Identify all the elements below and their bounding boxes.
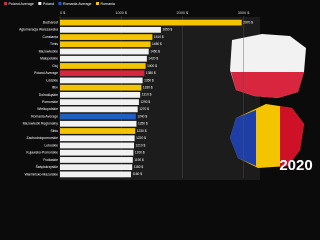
y-tick-label: Mazowiecki Regionalny: [23, 122, 59, 126]
bar: [60, 48, 149, 55]
bar: [60, 142, 135, 149]
y-tick-label: Poland Average: [34, 71, 58, 75]
value-label: 1190 $: [134, 158, 144, 162]
map-romania: [230, 104, 304, 168]
value-label: 1480 $: [152, 42, 162, 46]
legend-swatch: [96, 2, 100, 5]
bar: [60, 41, 151, 48]
value-label: 1200 $: [135, 151, 145, 155]
y-tick-label: Mazowieckie: [39, 49, 59, 53]
bar: [60, 157, 133, 163]
bar: [60, 149, 134, 156]
y-tick-label: Dolnośląskie: [39, 93, 58, 97]
value-label: 2970 $: [243, 20, 253, 24]
bar: [60, 63, 146, 69]
y-tick-label: Cluj: [52, 64, 58, 68]
value-label: 1290 $: [140, 100, 150, 104]
value-label: 1220 $: [136, 136, 146, 140]
bar: [60, 120, 137, 127]
bar: [60, 106, 138, 113]
value-label: 1250 $: [138, 122, 148, 126]
y-tick-label: Lubuskie: [44, 143, 58, 147]
bar: [60, 26, 161, 33]
y-tick-label: Constanța: [43, 35, 59, 39]
legend-label: Poland Average: [9, 2, 34, 6]
legend-swatch: [58, 2, 62, 5]
legend-swatch: [38, 2, 42, 5]
romania-red: [280, 106, 304, 167]
bar: [60, 19, 242, 26]
bar: [60, 91, 141, 98]
chart: Poland Average Poland Romania Average Roman…: [4, 1, 313, 180]
y-tick-label: Kujawsko-Pomorskie: [26, 151, 58, 155]
value-label: 1650 $: [162, 28, 172, 32]
value-label: 1210 $: [136, 143, 146, 147]
y-tick-label: Romania Average: [31, 114, 58, 118]
x-tick-label: 1000 $: [115, 11, 128, 15]
bar: [60, 171, 131, 178]
bar: [60, 164, 133, 171]
value-label: 1240 $: [137, 114, 147, 118]
value-label: 1380 $: [146, 71, 156, 75]
y-tick-label: Pomorskie: [42, 100, 58, 104]
y-tick-label: Wielkopolskie: [37, 107, 58, 111]
y-tick-label: Podlaskie: [43, 158, 58, 162]
value-label: 1400 $: [147, 64, 157, 68]
y-tick-label: Małopolskie: [40, 57, 58, 61]
value-label: 1230 $: [137, 129, 147, 133]
legend-swatch: [4, 2, 7, 5]
bar: [60, 55, 147, 62]
bar: [60, 135, 135, 142]
y-tick-label: Łódzkie: [46, 78, 58, 82]
value-label: 1330 $: [143, 86, 153, 90]
value-label: 1180 $: [134, 165, 144, 169]
value-label: 1510 $: [154, 35, 164, 39]
value-label: 1350 $: [144, 78, 154, 82]
value-label: 1310 $: [142, 93, 152, 97]
y-tick-label: Zachodniopomorskie: [27, 136, 59, 140]
x-tick-label: 2000 $: [177, 11, 190, 15]
y-tick-label: Ilfov: [52, 86, 59, 90]
y-tick-label: Timiș: [50, 42, 58, 46]
poland-red: [231, 72, 304, 98]
legend-label: Romania: [101, 2, 115, 6]
bar: [60, 128, 136, 134]
y-tick-label: Sibiu: [50, 129, 58, 133]
bar: [60, 77, 143, 84]
value-label: 1270 $: [139, 107, 149, 111]
value-label: 1450 $: [150, 49, 160, 53]
legend-label: Romania Average: [63, 2, 92, 6]
bar: [60, 113, 136, 120]
x-tick-label: 0 $: [60, 11, 66, 15]
year-label: 2020: [279, 157, 312, 174]
legend-label: Poland: [43, 2, 54, 6]
y-tick-label: Bucharest: [43, 21, 58, 25]
bar: [60, 84, 142, 91]
value-label: 1160 $: [132, 172, 142, 176]
bar: [60, 70, 145, 77]
value-label: 1420 $: [148, 57, 158, 61]
bar: [60, 34, 153, 40]
y-tick-label: Aglomeracja Warszawska: [19, 28, 58, 32]
x-tick-label: 3000 $: [238, 11, 251, 15]
y-tick-label: Warmińsko-Mazurskie: [25, 172, 59, 176]
romania-blue: [230, 110, 256, 166]
map-poland: [230, 34, 306, 98]
y-tick-label: Świętokrzyskie: [36, 164, 59, 169]
bar: [60, 99, 139, 106]
